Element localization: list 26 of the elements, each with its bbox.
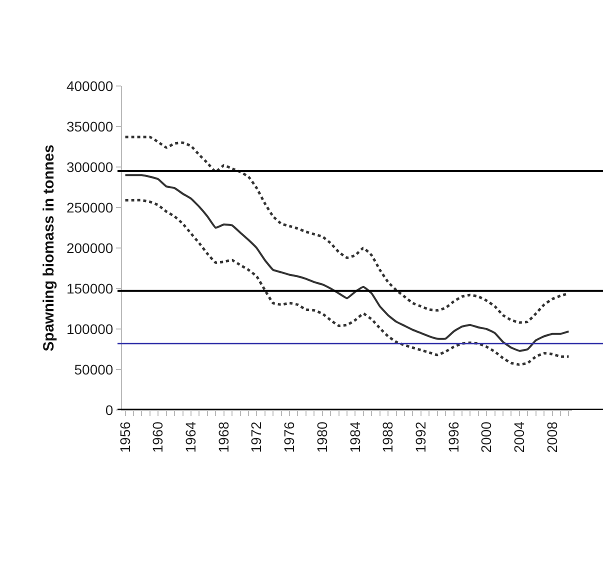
y-tick-label: 50000 — [74, 361, 114, 378]
y-tick-label: 300000 — [66, 158, 114, 175]
y-tick-label: 250000 — [66, 199, 114, 216]
x-tick-label: 1996 — [445, 421, 462, 453]
y-tick-label: 350000 — [66, 118, 114, 134]
x-tick-label: 2008 — [544, 421, 560, 453]
y-tick-label: 150000 — [66, 280, 114, 296]
y-tick-label: 200000 — [66, 240, 114, 256]
x-tick-label: 1992 — [412, 421, 428, 453]
line-series — [124, 198, 570, 366]
x-tick-label: 1988 — [380, 421, 396, 453]
x-tick-label: 1956 — [116, 421, 133, 453]
y-tick-label: 400000 — [66, 78, 114, 94]
x-tick-label: 1968 — [215, 421, 232, 453]
y-axis-title: Spawning biomass in tonnes — [40, 144, 58, 352]
x-tick-label: 1980 — [314, 421, 330, 453]
x-tick-label: 2004 — [511, 421, 527, 453]
y-tick-label: 0 — [105, 402, 114, 418]
x-tick-label: 1984 — [346, 421, 363, 453]
y-tick-label: 100000 — [66, 320, 114, 337]
x-tick-label: 2000 — [478, 421, 494, 453]
x-tick-label: 1972 — [248, 421, 264, 453]
x-tick-label: 1964 — [182, 421, 199, 453]
x-tick-label: 1960 — [150, 421, 166, 453]
x-tick-label: 1976 — [281, 421, 298, 453]
line-series — [124, 174, 570, 352]
